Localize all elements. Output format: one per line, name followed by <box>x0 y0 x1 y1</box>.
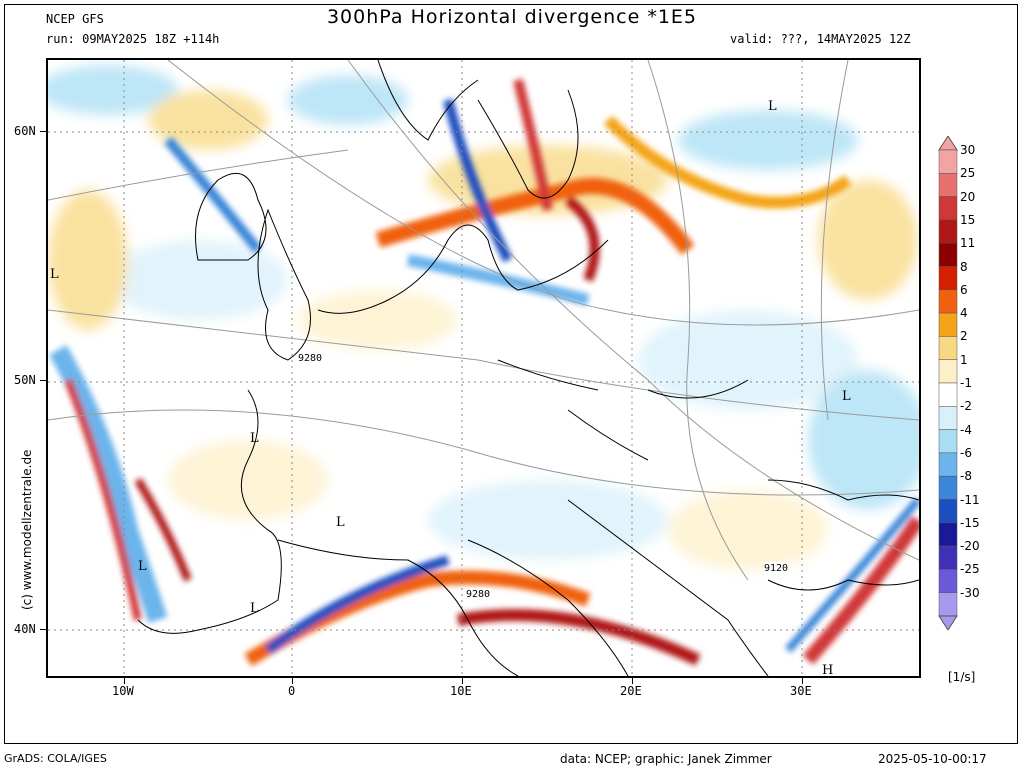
colorbar-box <box>938 569 958 593</box>
colorbar-level-label: -1 <box>960 376 972 390</box>
axis-tick <box>462 678 463 684</box>
low-pressure-label: L <box>138 559 147 574</box>
colorbar-level-label: 25 <box>960 166 976 181</box>
colorbar-level-label: -30 <box>960 585 980 600</box>
lat-label-50n: 50N <box>14 373 36 387</box>
lat-label-60n: 60N <box>14 124 36 138</box>
colorbar-box <box>938 173 958 197</box>
colorbar-cap-bottom <box>938 615 958 630</box>
high-pressure-label: H <box>822 663 834 678</box>
lon-label-20e: 20E <box>620 684 642 698</box>
footer-credit-center: data: NCEP; graphic: Janek Zimmer <box>560 752 772 766</box>
axis-tick <box>40 629 46 630</box>
lon-label-10e: 10E <box>450 684 472 698</box>
colorbar-box <box>938 359 958 384</box>
colorbar-level-label: 30 <box>960 143 976 157</box>
axis-tick <box>40 131 46 132</box>
colorbar-box <box>938 452 958 477</box>
colorbar-level-label: -25 <box>960 562 980 577</box>
colorbar-level-label: -4 <box>960 422 972 437</box>
colorbar-box <box>938 336 958 360</box>
colorbar-box <box>938 499 958 524</box>
low-pressure-label: L <box>336 515 345 530</box>
lon-label-10w: 10W <box>112 684 134 698</box>
contour-label: 9280 <box>298 352 323 366</box>
colorbar-box <box>938 196 958 221</box>
divergence-map: L L L L L L L H 9280 9280 9120 <box>46 58 921 678</box>
run-info: run: 09MAY2025 18Z +114h <box>46 32 220 46</box>
colorbar-level-label: 4 <box>960 306 968 321</box>
axis-tick <box>632 678 633 684</box>
colorbar-box <box>938 592 958 617</box>
colorbar-level-label: 1 <box>960 352 968 367</box>
colorbar-level-label: 11 <box>960 236 976 251</box>
valid-time: valid: ???, 14MAY2025 12Z <box>730 32 911 46</box>
plot-frame <box>4 4 1018 744</box>
footer-credit-left: GrADS: COLA/IGES <box>4 752 107 765</box>
colorbar-box <box>938 219 958 244</box>
colorbar-box <box>938 545 958 570</box>
axis-tick <box>40 380 46 381</box>
axis-tick <box>124 678 125 684</box>
colorbar-level-label: 20 <box>960 189 976 204</box>
colorbar-box <box>938 266 958 291</box>
colorbar-box <box>938 406 958 430</box>
low-pressure-label: L <box>250 601 259 616</box>
colorbar <box>938 136 958 630</box>
colorbar-level-label: -11 <box>960 492 980 507</box>
lat-label-40n: 40N <box>14 622 36 636</box>
low-pressure-label: L <box>842 389 851 404</box>
contour-label: 9120 <box>764 562 789 576</box>
colorbar-unit: [1/s] <box>948 670 976 684</box>
low-pressure-label: L <box>768 99 777 114</box>
low-pressure-label: L <box>50 267 59 282</box>
colorbar-level-label: 2 <box>960 329 968 344</box>
colorbar-level-label: 6 <box>960 282 968 297</box>
low-pressure-label: L <box>250 431 259 446</box>
lon-label-30e: 30E <box>790 684 812 698</box>
colorbar-box <box>938 149 958 174</box>
colorbar-box <box>938 522 958 547</box>
colorbar-level-label: -8 <box>960 469 972 484</box>
colorbar-level-label: 8 <box>960 259 968 274</box>
footer-timestamp: 2025-05-10-00:17 <box>878 752 987 766</box>
contour-label: 9280 <box>466 588 491 602</box>
watermark: (c) www.modellzentrale.de <box>20 449 34 610</box>
chart-title: 300hPa Horizontal divergence *1E5 <box>326 6 698 28</box>
colorbar-box <box>938 289 958 314</box>
colorbar-box <box>938 382 958 407</box>
axis-tick <box>802 678 803 684</box>
colorbar-box <box>938 312 958 337</box>
colorbar-level-label: -20 <box>960 539 980 554</box>
colorbar-box <box>938 475 958 500</box>
colorbar-level-label: -15 <box>960 515 980 530</box>
colorbar-cap-top <box>938 136 958 151</box>
colorbar-box <box>938 429 958 454</box>
colorbar-box <box>938 242 958 267</box>
colorbar-level-label: 15 <box>960 212 976 227</box>
axis-tick <box>292 678 293 684</box>
model-name: NCEP GFS <box>46 12 104 26</box>
colorbar-level-label: -2 <box>960 399 972 414</box>
lon-label-0: 0 <box>288 684 296 698</box>
colorbar-level-label: -6 <box>960 445 972 460</box>
